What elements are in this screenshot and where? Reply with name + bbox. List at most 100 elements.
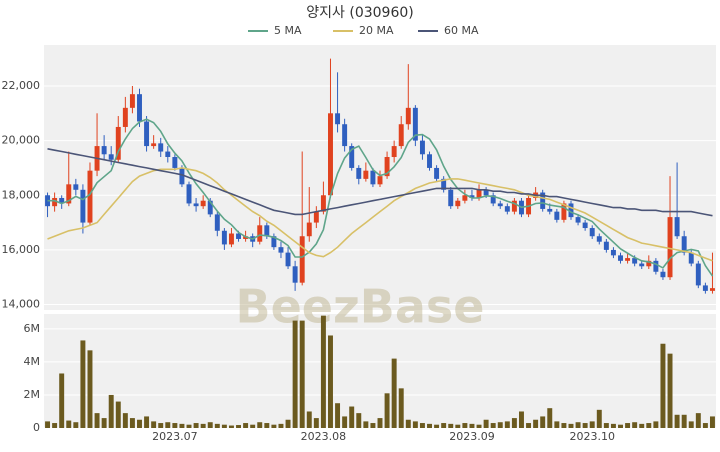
volume-bar <box>151 421 157 428</box>
x-tick-label: 2023.10 <box>569 430 615 443</box>
candle-body <box>356 167 362 179</box>
candle-body <box>313 211 319 223</box>
x-tick-label: 2023.08 <box>301 430 347 443</box>
volume-bar <box>618 424 623 428</box>
candle-body <box>455 200 461 207</box>
volume-bar <box>228 425 234 428</box>
volume-bar <box>526 423 532 428</box>
candle-body <box>667 217 673 278</box>
volume-bar <box>328 335 333 428</box>
volume-bar <box>702 423 708 428</box>
candle-body <box>504 206 510 212</box>
candle-body <box>271 236 277 248</box>
candle-body <box>427 154 432 168</box>
volume-bar <box>405 419 411 428</box>
candle-body <box>59 197 65 204</box>
candle-body <box>370 170 376 185</box>
volume-bar <box>342 416 348 428</box>
volume-bar <box>497 422 503 428</box>
volume-bar <box>165 422 171 428</box>
legend-label: 5 MA <box>274 24 302 37</box>
candle-body <box>639 263 645 267</box>
candle-body <box>292 266 298 283</box>
volume-bar <box>518 411 524 428</box>
candle-body <box>709 288 715 291</box>
volume-bar <box>639 423 645 428</box>
volume-bar <box>490 423 496 428</box>
volume-bar <box>193 423 199 428</box>
candle-body <box>236 233 242 239</box>
volume-bar <box>179 423 185 428</box>
y-tick-label: 6M <box>24 322 41 335</box>
volume-bar <box>236 425 242 428</box>
volume-bar <box>709 416 715 428</box>
candle-body <box>151 143 157 147</box>
candle-body <box>448 189 454 207</box>
volume-bar <box>172 423 178 428</box>
candle-body <box>434 167 440 179</box>
candle-body <box>342 124 348 147</box>
volume-bar <box>108 394 114 428</box>
volume-bar <box>243 423 249 428</box>
candle-body <box>87 170 93 223</box>
y-tick-label: 14,000 <box>2 298 41 311</box>
volume-bar <box>504 421 510 428</box>
volume-bar <box>137 419 142 428</box>
candle-body <box>660 271 666 278</box>
candle-body <box>257 225 263 242</box>
candle-body <box>412 107 418 141</box>
volume-bar <box>476 424 482 428</box>
candle-body <box>320 195 326 212</box>
candle-body <box>144 121 150 147</box>
volume-bar <box>625 423 631 428</box>
volume-bar <box>285 419 291 428</box>
candle-body <box>469 195 475 198</box>
volume-bar <box>370 423 376 428</box>
volume-bar <box>299 320 305 428</box>
candle-body <box>674 217 680 237</box>
candle-body <box>398 124 404 147</box>
volume-bar <box>257 422 263 428</box>
candle-body <box>646 260 652 267</box>
legend-label: 60 MA <box>444 24 479 37</box>
candle-body <box>165 151 171 158</box>
candle-body <box>625 258 631 261</box>
volume-bar <box>377 418 383 428</box>
candle-body <box>554 211 560 220</box>
y-tick-label: 2M <box>24 388 41 401</box>
candle-body <box>603 241 609 250</box>
volume-bar <box>73 422 79 428</box>
candle-body <box>73 184 79 190</box>
x-tick-label: 2023.07 <box>152 430 198 443</box>
volume-bar <box>363 421 369 428</box>
volume-bar <box>448 423 454 428</box>
candle-body <box>589 228 595 237</box>
candle-body <box>568 203 574 218</box>
volume-bar <box>434 424 440 428</box>
candle-body <box>214 214 220 231</box>
volume-bar <box>511 418 517 428</box>
y-tick-label: 18,000 <box>2 188 41 201</box>
volume-bar <box>94 413 100 428</box>
volume-bar <box>200 423 206 428</box>
candle-body <box>264 225 270 237</box>
volume-bar <box>441 423 447 428</box>
candle-body <box>618 255 623 261</box>
volume-bar <box>129 418 135 428</box>
volume-bar <box>575 422 581 428</box>
volume-bar <box>681 414 687 428</box>
candle-body <box>540 192 546 209</box>
ma-line <box>47 118 714 277</box>
volume-bar <box>469 423 475 428</box>
candle-body <box>122 107 128 127</box>
candle-body <box>596 236 602 242</box>
volume-bar <box>427 423 432 428</box>
volume-bar <box>568 423 574 428</box>
candle-body <box>349 146 355 168</box>
candle-body <box>299 236 305 283</box>
volume-bar <box>186 424 192 428</box>
candle-body <box>561 203 567 220</box>
candle-body <box>228 233 234 245</box>
y-tick-label: 22,000 <box>2 79 41 92</box>
